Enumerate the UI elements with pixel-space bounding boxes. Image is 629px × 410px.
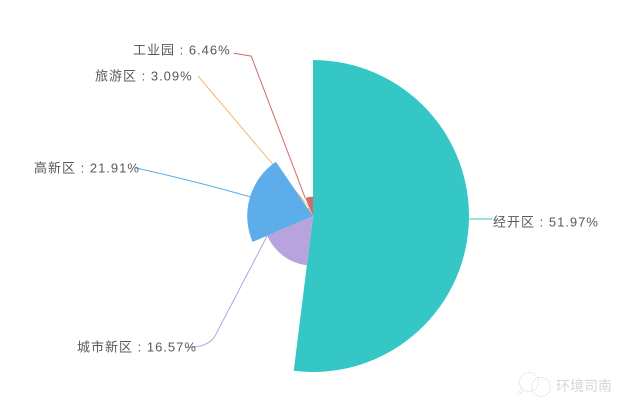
svg-text:经开区 : 51.97%: 经开区 : 51.97% (493, 214, 599, 229)
svg-text:旅游区 : 3.09%: 旅游区 : 3.09% (95, 68, 193, 83)
svg-text:环境司南: 环境司南 (556, 378, 612, 394)
svg-text:城市新区 : 16.57%: 城市新区 : 16.57% (77, 339, 197, 354)
svg-text:高新区 : 21.91%: 高新区 : 21.91% (34, 160, 140, 175)
svg-text:工业园 : 6.46%: 工业园 : 6.46% (133, 42, 231, 57)
